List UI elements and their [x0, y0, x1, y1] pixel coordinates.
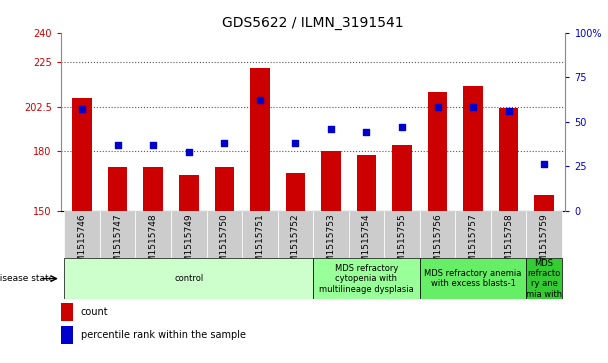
Point — [148, 142, 158, 148]
Text: GSM1515757: GSM1515757 — [469, 213, 477, 274]
Point — [468, 105, 478, 110]
Text: GSM1515754: GSM1515754 — [362, 213, 371, 274]
Point — [77, 106, 87, 112]
Point — [362, 129, 371, 135]
Point — [326, 126, 336, 132]
Bar — [392, 145, 412, 211]
Text: count: count — [81, 307, 109, 317]
Text: GSM1515758: GSM1515758 — [504, 213, 513, 274]
Point — [503, 108, 513, 114]
Point — [113, 142, 123, 148]
Bar — [455, 211, 491, 258]
Point — [539, 162, 549, 167]
Text: MDS refractory
cytopenia with
multilineage dysplasia: MDS refractory cytopenia with multilinea… — [319, 264, 414, 294]
Bar — [72, 98, 92, 211]
Bar — [420, 258, 527, 299]
Text: MDS refractory anemia
with excess blasts-1: MDS refractory anemia with excess blasts… — [424, 269, 522, 288]
Text: GSM1515747: GSM1515747 — [113, 213, 122, 274]
Text: GSM1515749: GSM1515749 — [184, 213, 193, 274]
Bar — [64, 258, 313, 299]
Bar — [491, 211, 527, 258]
Bar — [286, 173, 305, 211]
Text: MDS
refracto
ry ane
mia with: MDS refracto ry ane mia with — [526, 258, 562, 299]
Bar — [250, 68, 269, 211]
Bar — [61, 303, 74, 321]
Text: GSM1515751: GSM1515751 — [255, 213, 264, 274]
Bar — [136, 211, 171, 258]
Text: GSM1515756: GSM1515756 — [433, 213, 442, 274]
Text: disease state: disease state — [0, 274, 55, 283]
Bar — [61, 326, 74, 344]
Point — [255, 97, 264, 103]
Bar — [527, 211, 562, 258]
Bar — [278, 211, 313, 258]
Text: GSM1515755: GSM1515755 — [398, 213, 407, 274]
Point — [291, 140, 300, 146]
Point — [397, 124, 407, 130]
Bar — [242, 211, 278, 258]
Bar — [499, 108, 519, 211]
Bar — [108, 167, 128, 211]
Bar — [64, 211, 100, 258]
Bar — [428, 92, 447, 211]
Bar — [179, 175, 198, 211]
Point — [433, 105, 443, 110]
Text: GSM1515752: GSM1515752 — [291, 213, 300, 274]
Text: control: control — [174, 274, 203, 283]
Bar — [207, 211, 242, 258]
Point — [184, 149, 193, 155]
Bar — [100, 211, 136, 258]
Bar — [321, 151, 340, 211]
Text: percentile rank within the sample: percentile rank within the sample — [81, 330, 246, 340]
Bar — [357, 155, 376, 211]
Bar — [463, 86, 483, 211]
Title: GDS5622 / ILMN_3191541: GDS5622 / ILMN_3191541 — [223, 16, 404, 30]
Bar — [313, 211, 348, 258]
Text: GSM1515750: GSM1515750 — [219, 213, 229, 274]
Bar — [348, 211, 384, 258]
Point — [219, 140, 229, 146]
Text: GSM1515748: GSM1515748 — [149, 213, 157, 274]
Bar — [313, 258, 420, 299]
Bar — [143, 167, 163, 211]
Bar — [527, 258, 562, 299]
Text: GSM1515759: GSM1515759 — [540, 213, 548, 274]
Text: GSM1515746: GSM1515746 — [78, 213, 86, 274]
Bar — [534, 195, 554, 211]
Bar — [171, 211, 207, 258]
Bar — [420, 211, 455, 258]
Text: GSM1515753: GSM1515753 — [326, 213, 336, 274]
Bar — [215, 167, 234, 211]
Bar — [384, 211, 420, 258]
